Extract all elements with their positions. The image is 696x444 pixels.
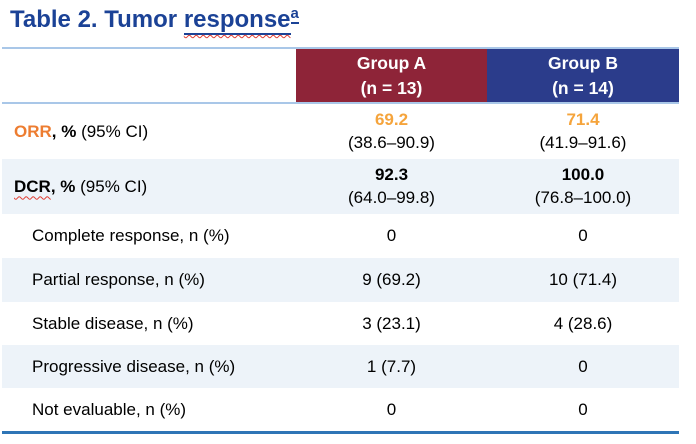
title-footnote-marker: a <box>290 5 299 24</box>
dcr-term: DCR <box>14 176 51 196</box>
complete-response-label: Complete response, n (%) <box>32 226 230 245</box>
dcr-row-label: DCR, % (95% CI) <box>14 176 148 196</box>
header-group-a-cell: Group A (n = 13) <box>296 49 487 102</box>
orr-term: ORR <box>14 121 52 141</box>
table-header-row: Group A (n = 13) Group B (n = 14) <box>2 49 679 104</box>
table-row-orr: ORR, % (95% CI) 69.2 (38.6–90.9) 71.4 (4… <box>2 104 679 159</box>
table-row-dcr: DCR, % (95% CI) 92.3 (64.0–99.8) 100.0 (… <box>2 159 679 214</box>
orr-row-label: ORR, % (95% CI) <box>14 121 149 141</box>
not-evaluable-group-b-value: 0 <box>578 399 588 419</box>
group-a-header-label: Group A (n = 13) <box>356 53 427 98</box>
stable-disease-group-a-value: 3 (23.1) <box>362 313 421 333</box>
stable-disease-group-b-value: 4 (28.6) <box>553 313 613 333</box>
dcr-group-b-value: 100.0 (76.8–100.0) <box>534 165 632 207</box>
table-row-stable-disease: Stable disease, n (%) 3 (23.1) 4 (28.6) <box>2 302 679 345</box>
partial-response-label: Partial response, n (%) <box>32 270 205 289</box>
table-row-complete-response: Complete response, n (%) 0 0 <box>2 214 679 258</box>
orr-group-b-value: 71.4 (41.9–91.6) <box>539 110 627 152</box>
table-row-progressive-disease: Progressive disease, n (%) 1 (7.7) 0 <box>2 345 679 388</box>
header-empty-cell <box>2 49 296 102</box>
progressive-disease-group-b-value: 0 <box>578 356 588 376</box>
table-row-not-evaluable: Not evaluable, n (%) 0 0 <box>2 388 679 431</box>
group-b-header-label: Group B (n = 14) <box>548 53 618 98</box>
title-prefix: Table 2. Tumor <box>10 6 184 33</box>
partial-response-group-a-value: 9 (69.2) <box>362 270 421 289</box>
tumor-response-table: Group A (n = 13) Group B (n = 14) ORR, %… <box>2 47 679 434</box>
dcr-group-a-value: 92.3 (64.0–99.8) <box>348 165 435 207</box>
not-evaluable-group-a-value: 0 <box>386 399 397 419</box>
progressive-disease-group-a-value: 1 (7.7) <box>366 356 417 376</box>
table-row-partial-response: Partial response, n (%) 9 (69.2) 10 (71.… <box>2 258 679 302</box>
complete-response-group-b-value: 0 <box>578 226 588 245</box>
partial-response-group-b-value: 10 (71.4) <box>548 270 618 289</box>
stable-disease-label: Stable disease, n (%) <box>32 313 194 333</box>
orr-group-a-value: 69.2 (38.6–90.9) <box>348 110 435 152</box>
progressive-disease-label: Progressive disease, n (%) <box>32 356 236 376</box>
page-title: Table 2. Tumor responsea <box>10 5 299 35</box>
not-evaluable-label: Not evaluable, n (%) <box>32 399 187 419</box>
header-group-b-cell: Group B (n = 14) <box>487 49 679 102</box>
title-underlined-word: response <box>183 6 291 35</box>
complete-response-group-a-value: 0 <box>386 226 397 245</box>
